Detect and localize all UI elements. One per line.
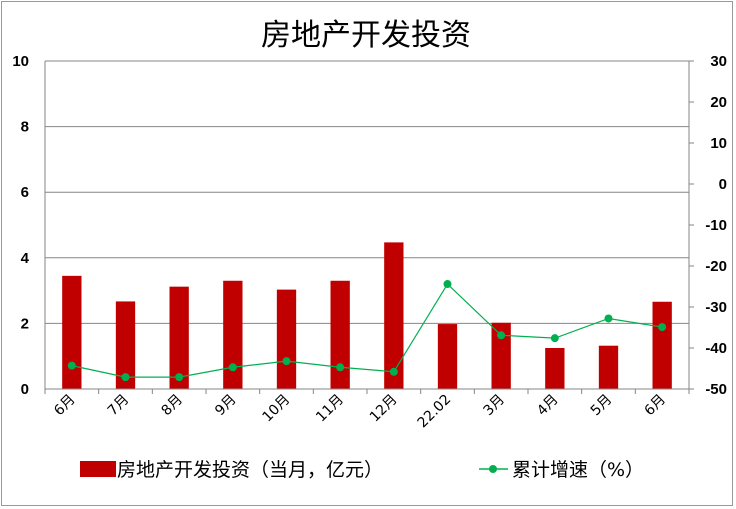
growth-point — [175, 373, 184, 382]
growth-point — [550, 334, 559, 343]
legend: 房地产开发投资（当月，亿元） 累计增速（%） — [80, 459, 644, 481]
y-right-tick-label: -30 — [705, 299, 727, 316]
x-tick-label: 11月 — [313, 392, 347, 426]
bar — [384, 242, 404, 389]
growth-point — [67, 361, 76, 370]
growth-point — [121, 373, 130, 382]
growth-point — [336, 363, 345, 372]
x-tick-label: 12月 — [367, 392, 401, 426]
bar — [169, 286, 189, 389]
x-tick-label: 4月 — [534, 392, 562, 420]
growth-point — [658, 323, 667, 332]
x-tick-label: 22.02 — [415, 392, 455, 432]
bar — [223, 280, 243, 389]
axes — [44, 60, 694, 394]
bar — [652, 301, 672, 389]
growth-point — [497, 331, 506, 340]
x-tick-label: 8月 — [158, 392, 186, 420]
y-right-tick-label: -40 — [705, 340, 727, 357]
bar — [437, 324, 458, 389]
legend-swatch-bar — [80, 461, 116, 477]
x-tick-label: 9月 — [212, 392, 240, 420]
chart-title: 房地产开发投资 — [261, 18, 471, 53]
y-right-tick-label: 0 — [719, 176, 727, 193]
legend-label-line: 累计增速（%） — [512, 459, 644, 481]
growth-line — [71, 283, 663, 378]
x-tick-label: 7月 — [105, 392, 133, 420]
growth-point — [228, 363, 237, 372]
legend-label-bar: 房地产开发投资（当月，亿元） — [117, 459, 383, 481]
x-tick-label: 3月 — [480, 392, 508, 420]
y-left-tick-label: 4 — [21, 250, 30, 267]
bar — [330, 280, 350, 389]
growth-point — [604, 314, 613, 323]
x-tick-label: 6月 — [641, 392, 669, 420]
y-left-tick-label: 8 — [21, 119, 29, 136]
bar-series — [62, 242, 672, 389]
y-left-tick-label: 2 — [21, 315, 29, 332]
y-right-tick-label: -10 — [705, 217, 727, 234]
bar — [276, 289, 297, 389]
bar — [491, 322, 511, 389]
y-right-tick-label: -20 — [705, 258, 727, 275]
x-tick-label: 5月 — [588, 392, 616, 420]
growth-point — [389, 367, 398, 376]
growth-point — [282, 357, 291, 366]
y-left-tick-label: 6 — [21, 184, 29, 201]
y-left-tick-label: 0 — [21, 381, 29, 398]
legend-swatch-marker — [489, 465, 497, 473]
y-right-tick-label: 10 — [710, 135, 727, 152]
y-right-tick-label: 30 — [710, 53, 727, 70]
line-series — [67, 280, 667, 382]
grid-layer — [45, 60, 689, 324]
x-tick-label: 6月 — [51, 392, 79, 420]
bar — [62, 275, 82, 389]
bar — [545, 348, 565, 389]
y-left-tick-label: 10 — [12, 53, 29, 70]
bar — [115, 301, 136, 389]
bar — [598, 345, 619, 389]
growth-point — [443, 280, 452, 289]
x-tick-label: 10月 — [260, 392, 294, 426]
y-right-tick-label: -50 — [705, 381, 727, 398]
y-right-tick-label: 20 — [710, 94, 727, 111]
